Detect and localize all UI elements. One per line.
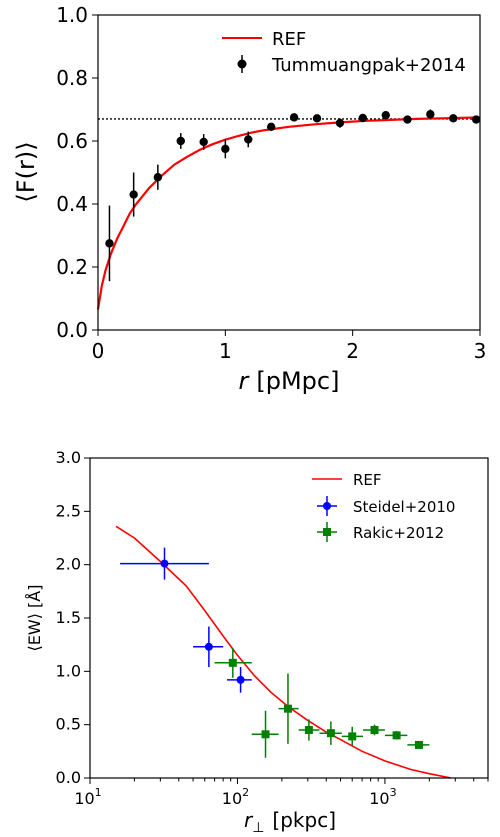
y-tick-label-bottom-2: 1.0 bbox=[56, 661, 81, 680]
x-axis-var-bottom: r bbox=[244, 808, 254, 832]
rakic-point-3 bbox=[304, 726, 313, 734]
x-axis-label-top: r [pMpc] bbox=[239, 367, 340, 395]
y-tick-label-top-4: 0.8 bbox=[56, 66, 88, 90]
tummuangpak-point-11 bbox=[358, 113, 368, 123]
tummuangpak-point-14 bbox=[426, 110, 435, 119]
x-tick-label-bottom-0: 101 bbox=[74, 786, 101, 808]
tummuangpak-point-12 bbox=[381, 110, 390, 120]
y-tick-label-bottom-0: 0.0 bbox=[56, 768, 81, 787]
tummuangpak-point-7 bbox=[266, 122, 276, 132]
steidel-point-2 bbox=[236, 675, 245, 684]
panel-flux-profile: 0 1 2 3 0.0 0.2 0.4 0.6 0.8 1.0 ⟨F(r)⟩ r [pMpc] RE… bbox=[12, 3, 486, 395]
axes-frame-top bbox=[97, 14, 481, 331]
ref-curve-top bbox=[96, 116, 481, 310]
steidel-point-0 bbox=[160, 559, 169, 568]
x-tick-base-bottom-1: 10 bbox=[222, 789, 242, 808]
legend-label-ref-top: REF bbox=[272, 29, 306, 50]
rakic-point-2 bbox=[283, 704, 292, 713]
y-axis-label-bottom: ⟨EW⟩ [Å] bbox=[25, 585, 44, 652]
steidel-point-1 bbox=[204, 642, 213, 651]
ref-curve-bottom bbox=[115, 525, 452, 779]
legend-swatch-steidel-marker bbox=[323, 502, 331, 510]
tummuangpak-point-6 bbox=[244, 135, 253, 144]
legend-top: REF Tummuangpak+2014 bbox=[222, 29, 466, 76]
x-tick-label-top-3: 3 bbox=[474, 339, 487, 363]
legend-label-rakic: Rakic+2012 bbox=[353, 524, 444, 542]
tummuangpak-point-15 bbox=[449, 114, 458, 123]
x-tick-label-top-1: 1 bbox=[219, 339, 232, 363]
plot-area-top bbox=[98, 15, 480, 330]
tummuangpak-point-0 bbox=[105, 239, 114, 248]
x-tick-label-top-0: 0 bbox=[92, 339, 105, 363]
y-tick-label-bottom-1: 0.5 bbox=[56, 715, 81, 734]
rakic-point-7 bbox=[392, 731, 401, 740]
x-tick-base-bottom-0: 10 bbox=[74, 789, 94, 808]
rakic-point-1 bbox=[261, 730, 270, 739]
x-tick-label-bottom-2: 103 bbox=[369, 786, 396, 808]
plot-area-bottom bbox=[90, 458, 488, 778]
x-tick-exp-bottom-2: 3 bbox=[390, 786, 397, 799]
tummuangpak-point-8 bbox=[289, 113, 299, 122]
legend-label-steidel: Steidel+2010 bbox=[353, 498, 455, 516]
x-tick-label-bottom-1: 102 bbox=[222, 786, 249, 808]
tummuangpak-point-4 bbox=[199, 137, 208, 147]
tummuangpak-point-13 bbox=[403, 115, 412, 124]
x-axis-unit-bottom: [pkpc] bbox=[272, 808, 336, 832]
y-tick-label-top-2: 0.4 bbox=[56, 192, 88, 216]
x-tick-exp-bottom-1: 2 bbox=[242, 786, 249, 799]
tummuangpak-point-16 bbox=[471, 115, 481, 124]
tummuangpak-point-1 bbox=[129, 190, 138, 199]
y-tick-label-bottom-5: 2.5 bbox=[56, 501, 81, 520]
rakic-point-6 bbox=[370, 726, 379, 734]
legend-swatch-tummuangpak-marker bbox=[237, 59, 247, 69]
rakic-point-4 bbox=[326, 729, 335, 738]
tummuangpak-point-3 bbox=[176, 136, 185, 146]
tummuangpak-point-9 bbox=[312, 114, 322, 123]
legend-label-tummuangpak: Tummuangpak+2014 bbox=[271, 55, 466, 76]
y-tick-label-bottom-3: 1.5 bbox=[56, 608, 81, 627]
rakic-point-8 bbox=[414, 740, 423, 749]
legend-label-ref-bottom: REF bbox=[353, 471, 382, 489]
y-tick-label-top-3: 0.6 bbox=[56, 129, 88, 153]
rakic-point-0 bbox=[228, 658, 237, 667]
x-axis-sub-bottom: ⊥ bbox=[252, 820, 264, 836]
x-tick-base-bottom-2: 10 bbox=[369, 789, 389, 808]
y-axis-label-top: ⟨F(r)⟩ bbox=[12, 141, 40, 202]
x-axis-unit-top: [pMpc] bbox=[256, 367, 339, 395]
legend-swatch-rakic-marker bbox=[323, 528, 331, 536]
rakic-point-5 bbox=[348, 732, 357, 741]
y-tick-label-bottom-6: 3.0 bbox=[56, 448, 81, 467]
tummuangpak-point-2 bbox=[153, 173, 163, 182]
y-tick-label-top-5: 1.0 bbox=[56, 3, 88, 27]
x-axis-label-bottom: r⊥ [pkpc] bbox=[244, 808, 336, 836]
y-tick-label-top-0: 0.0 bbox=[56, 318, 88, 342]
x-axis-var-top: r bbox=[239, 367, 251, 395]
legend-bottom: REF Steidel+2010 Rakic+2012 bbox=[312, 471, 455, 542]
tummuangpak-point-10 bbox=[335, 118, 345, 128]
y-tick-label-bottom-4: 2.0 bbox=[56, 555, 81, 574]
x-tick-exp-bottom-0: 1 bbox=[95, 786, 102, 799]
y-tick-label-top-1: 0.2 bbox=[56, 255, 88, 279]
x-tick-label-top-2: 2 bbox=[346, 339, 359, 363]
tummuangpak-point-5 bbox=[221, 144, 230, 154]
